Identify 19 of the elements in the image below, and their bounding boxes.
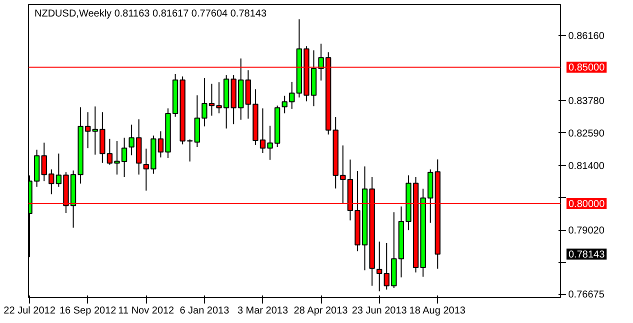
x-tick-label: 28 Apr 2013 <box>294 306 348 316</box>
y-tick-label: 0.82590 <box>568 128 605 140</box>
y-tick-label: 0.81400 <box>568 160 605 172</box>
x-tick-label: 3 Mar 2013 <box>237 306 288 316</box>
x-tick-label: 11 Nov 2012 <box>118 306 175 316</box>
chart-title: NZDUSD,Weekly 0.81163 0.81617 0.77604 0.78143 <box>34 8 267 20</box>
y-tick-label: 0.83780 <box>568 96 605 107</box>
x-tick-label: 23 Jun 2013 <box>352 306 408 316</box>
x-tick-label: 6 Jan 2013 <box>180 306 230 316</box>
text: 0.78143 <box>568 250 606 261</box>
ref-line-label: 0.80000 <box>568 198 606 210</box>
y-tick-label: 0.86160 <box>568 31 605 42</box>
ref-line-label: 0.85000 <box>568 62 606 74</box>
x-tick-label: 18 Aug 2013 <box>409 306 466 316</box>
x-tick-label: 22 Jul 2012 <box>4 306 56 316</box>
y-tick-label: 0.79020 <box>568 226 605 237</box>
x-tick-label: 16 Sep 2012 <box>59 306 117 316</box>
candlestick <box>376 241 382 292</box>
y-tick-label: 0.76675 <box>568 290 605 301</box>
